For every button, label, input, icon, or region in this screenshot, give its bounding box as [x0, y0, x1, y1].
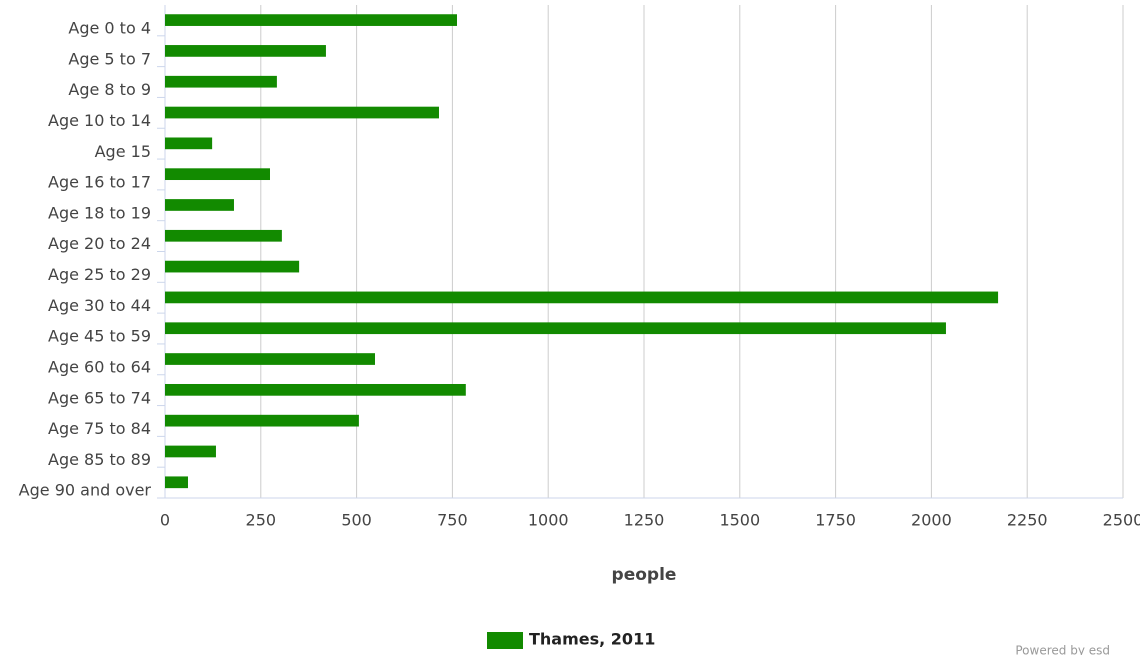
- x-tick-label: 1750: [815, 511, 856, 530]
- x-axis-label: people: [612, 565, 677, 585]
- x-tick-label: 2500: [1103, 511, 1140, 530]
- legend-swatch: [487, 632, 523, 649]
- bar: [165, 291, 999, 304]
- y-tick-label: Age 75 to 84: [48, 419, 151, 438]
- bar: [165, 445, 216, 458]
- x-tick-label: 750: [437, 511, 468, 530]
- y-tick-label: Age 65 to 74: [48, 388, 151, 407]
- x-tick-label: 500: [341, 511, 372, 530]
- y-tick-label: Age 0 to 4: [68, 19, 151, 38]
- y-tick-label: Age 15: [95, 142, 151, 161]
- credit: Powered by esd: [1015, 644, 1110, 655]
- y-tick-label: Age 16 to 17: [48, 173, 151, 192]
- bar: [165, 14, 457, 26]
- y-tick-label: Age 10 to 14: [48, 111, 151, 130]
- x-tick-label: 250: [246, 511, 277, 530]
- bar: [165, 476, 188, 489]
- bar: [165, 322, 946, 335]
- y-tick-label: Age 30 to 44: [48, 296, 151, 315]
- bar: [165, 45, 326, 57]
- bar: [165, 75, 277, 88]
- y-tick-label: Age 5 to 7: [68, 49, 151, 68]
- bar: [165, 168, 270, 181]
- bar: [165, 353, 375, 365]
- bar: [165, 260, 300, 273]
- y-tick-label: Age 18 to 19: [48, 203, 151, 222]
- y-tick-label: Age 20 to 24: [48, 234, 151, 253]
- y-tick-label: Age 60 to 64: [48, 357, 151, 376]
- y-tick-label: Age 90 and over: [19, 481, 152, 500]
- y-tick-label: Age 25 to 29: [48, 265, 151, 284]
- bar: [165, 414, 359, 427]
- x-tick-label: 2250: [1007, 511, 1048, 530]
- x-tick-label: 1500: [719, 511, 760, 530]
- y-tick-label: Age 85 to 89: [48, 450, 151, 469]
- y-tick-label: Age 8 to 9: [68, 80, 151, 99]
- x-tick-label: 1000: [528, 511, 569, 530]
- bar: [165, 137, 213, 150]
- legend-label: Thames, 2011: [529, 630, 655, 649]
- x-tick-label: 1250: [624, 511, 665, 530]
- bar: [165, 229, 282, 242]
- y-tick-label: Age 45 to 59: [48, 327, 151, 346]
- bar: [165, 106, 439, 119]
- x-tick-label: 2000: [911, 511, 952, 530]
- bar: [165, 199, 234, 211]
- x-tick-label: 0: [160, 511, 170, 530]
- bar: [165, 383, 466, 396]
